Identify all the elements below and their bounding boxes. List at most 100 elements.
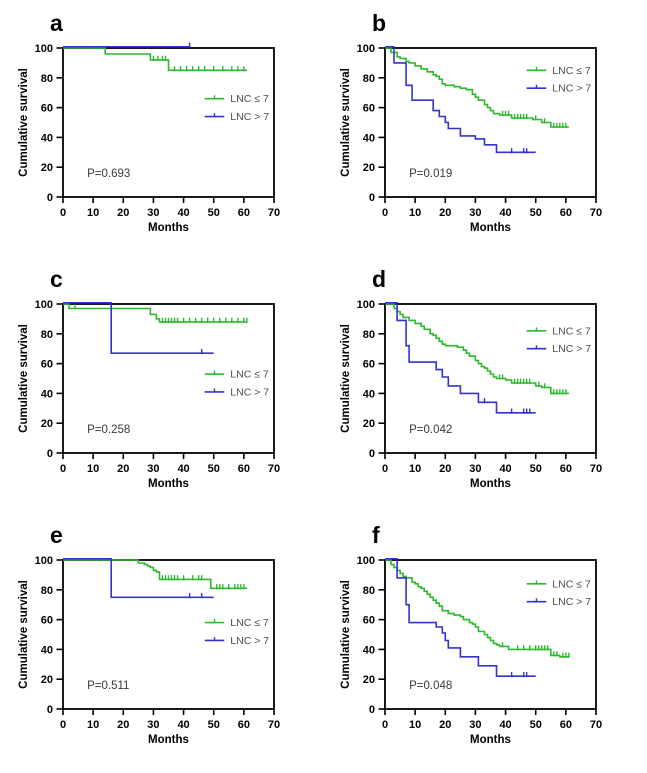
p-value-label: P=0.258 [87, 424, 130, 436]
p-value-label: P=0.511 [87, 680, 129, 692]
panel-b: b 0 10 20 30 40 50 60 70 0 20 40 60 80 100 Months Cumula… [320, 0, 647, 261]
plot-frame [62, 559, 275, 710]
x-axis-tick-label: 10 [87, 207, 99, 219]
panel-c-chart: c 0 10 20 30 40 50 60 70 0 20 40 60 80 100 Months Cumula… [18, 266, 280, 490]
censor-ticks-lnc-le7 [152, 55, 245, 72]
y-axis-tick-label: 100 [35, 555, 53, 567]
y-axis-tick-label: 0 [47, 192, 53, 204]
legend-label: LNC > 7 [552, 596, 591, 608]
y-axis-tick-label: 20 [363, 162, 375, 174]
x-axis-tick-label: 50 [530, 719, 542, 731]
y-axis-tick-label: 60 [41, 615, 53, 627]
censor-ticks-lnc-gt7 [188, 593, 203, 599]
legend-label: LNC > 7 [552, 83, 591, 95]
y-axis-tick-label: 100 [357, 43, 375, 55]
y-axis-tick-label: 60 [41, 359, 53, 371]
panel-c: c 0 10 20 30 40 50 60 70 0 20 40 60 80 100 Months Cumula… [0, 256, 320, 517]
y-axis-tick-label: 40 [363, 388, 375, 400]
panel-letter: a [50, 10, 63, 36]
x-axis-title: Months [470, 478, 511, 490]
legend: LNC ≤ 7 LNC > 7 [204, 617, 269, 647]
x-axis-tick-label: 0 [60, 719, 66, 731]
legend-label: LNC ≤ 7 [552, 578, 591, 590]
legend-label: LNC > 7 [552, 343, 591, 355]
legend-label: LNC > 7 [230, 635, 269, 647]
x-axis-tick-label: 10 [87, 719, 99, 731]
censor-ticks-lnc-gt7 [510, 672, 528, 678]
survival-curve-lnc-gt7 [385, 46, 536, 154]
p-value-label: P=0.048 [409, 680, 452, 692]
x-axis-tick-label: 60 [560, 463, 572, 475]
legend-label: LNC > 7 [230, 111, 269, 123]
panel-e: e 0 10 20 30 40 50 60 70 0 20 40 60 80 100 Months Cumula… [0, 512, 320, 773]
x-axis-title: Months [470, 734, 511, 746]
x-axis-title: Months [148, 478, 189, 490]
survival-curve-lnc-gt7 [63, 302, 214, 354]
x-axis-tick-label: 60 [238, 463, 250, 475]
legend: LNC ≤ 7 LNC > 7 [526, 325, 591, 355]
plot-frame [384, 559, 597, 710]
x-axis-tick-label: 40 [177, 207, 189, 219]
survival-curve-lnc-le7 [385, 47, 569, 128]
panel-letter: b [372, 10, 386, 36]
x-axis-tick-label: 60 [560, 719, 572, 731]
x-axis-title: Months [148, 222, 189, 234]
panel-e-chart: e 0 10 20 30 40 50 60 70 0 20 40 60 80 100 Months Cumula… [18, 522, 280, 746]
x-axis-tick-label: 50 [530, 463, 542, 475]
legend-label: LNC ≤ 7 [230, 369, 269, 381]
x-axis-title: Months [470, 222, 511, 234]
x-axis-tick-label: 60 [238, 719, 250, 731]
legend-label: LNC ≤ 7 [230, 617, 269, 629]
p-value-label: P=0.042 [409, 424, 452, 436]
y-axis-title: Cumulative survival [340, 68, 352, 177]
legend-label: LNC ≤ 7 [552, 325, 591, 337]
y-axis-tick-label: 20 [363, 674, 375, 686]
x-axis-tick-label: 0 [382, 207, 388, 219]
y-axis-tick-label: 80 [363, 73, 375, 85]
y-axis-title: Cumulative survival [18, 68, 30, 177]
survival-curve-lnc-le7 [63, 303, 247, 323]
x-axis-tick-label: 40 [177, 719, 189, 731]
x-axis-tick-label: 50 [208, 719, 220, 731]
y-axis-tick-label: 80 [41, 585, 53, 597]
x-axis-tick-label: 0 [60, 463, 66, 475]
panel-letter: c [50, 266, 63, 292]
legend-label: LNC ≤ 7 [230, 93, 269, 105]
x-axis-tick-label: 20 [117, 207, 129, 219]
y-axis-tick-label: 0 [369, 192, 375, 204]
legend: LNC ≤ 7 LNC > 7 [204, 93, 269, 123]
y-axis-tick-label: 0 [369, 704, 375, 716]
p-value-label: P=0.019 [409, 168, 452, 180]
survival-curve-lnc-le7 [385, 559, 569, 658]
y-axis-tick-label: 100 [357, 555, 375, 567]
x-axis-tick-label: 40 [499, 207, 511, 219]
y-axis-tick-label: 80 [41, 329, 53, 341]
x-axis-tick-label: 70 [268, 207, 280, 219]
survival-curve-lnc-le7 [63, 559, 247, 590]
panel-letter: e [50, 522, 63, 548]
y-axis-title: Cumulative survival [18, 324, 30, 433]
panel-a: a 0 10 20 30 40 50 60 70 0 20 40 60 80 100 Months Cumula… [0, 0, 320, 261]
y-axis-tick-label: 60 [41, 103, 53, 115]
censor-ticks-lnc-le7 [498, 374, 567, 395]
x-axis-tick-label: 70 [268, 719, 280, 731]
x-axis-tick-label: 0 [382, 719, 388, 731]
panel-letter: d [372, 266, 386, 292]
p-value-label: P=0.693 [87, 168, 130, 180]
x-axis-tick-label: 20 [439, 207, 451, 219]
survival-curve-lnc-gt7 [385, 302, 536, 414]
y-axis-tick-label: 0 [47, 448, 53, 460]
x-axis-tick-label: 60 [238, 207, 250, 219]
x-axis-tick-label: 50 [208, 207, 220, 219]
x-axis-tick-label: 30 [469, 207, 481, 219]
y-axis-tick-label: 40 [41, 388, 53, 400]
y-axis-tick-label: 40 [41, 644, 53, 656]
plot-frame [384, 47, 597, 198]
y-axis-tick-label: 80 [41, 73, 53, 85]
y-axis-tick-label: 80 [363, 329, 375, 341]
x-axis-tick-label: 30 [469, 719, 481, 731]
censor-ticks-lnc-le7 [501, 110, 567, 128]
y-axis-tick-label: 0 [47, 704, 53, 716]
survival-curve-lnc-gt7 [63, 558, 214, 599]
censor-ticks-lnc-le7 [74, 304, 248, 323]
